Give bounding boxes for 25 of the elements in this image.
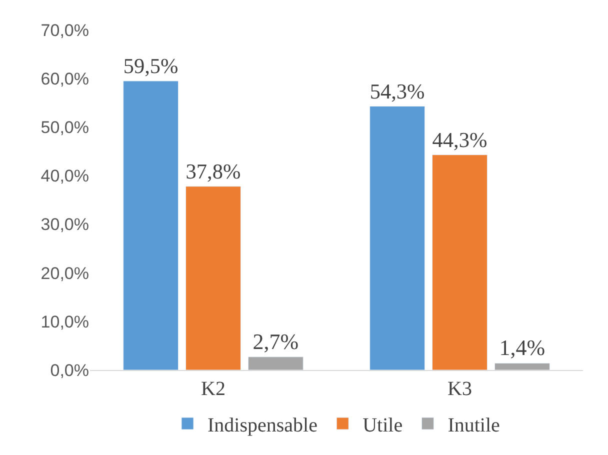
y-tick-label: 10,0%	[40, 312, 89, 332]
data-label: 2,7%	[252, 328, 299, 354]
bar	[186, 186, 241, 370]
bar	[370, 106, 426, 370]
bar	[248, 356, 304, 370]
data-label: 37,8%	[186, 160, 241, 184]
y-tick-label: 0,0%	[50, 360, 89, 380]
legend-label: Utile	[362, 414, 403, 436]
legend-label: Indispensable	[208, 414, 318, 436]
y-tick-label: 70,0%	[40, 20, 89, 40]
bar	[494, 362, 550, 370]
y-tick-label: 50,0%	[40, 118, 89, 138]
bar	[123, 80, 179, 370]
y-tick-label: 40,0%	[40, 166, 89, 186]
x-tick-label: K3	[448, 378, 472, 400]
y-tick-label: 60,0%	[40, 70, 89, 89]
legend-label: Inutile	[448, 414, 500, 436]
y-tick-label: 20,0%	[40, 264, 89, 283]
data-label: 1,4%	[499, 335, 546, 360]
data-label: 59,5%	[123, 54, 178, 78]
x-tick-label: K2	[201, 378, 226, 400]
data-label: 54,3%	[370, 79, 425, 104]
bar	[432, 154, 488, 370]
data-label: 44,3%	[432, 128, 488, 152]
y-tick-label: 30,0%	[40, 215, 89, 234]
